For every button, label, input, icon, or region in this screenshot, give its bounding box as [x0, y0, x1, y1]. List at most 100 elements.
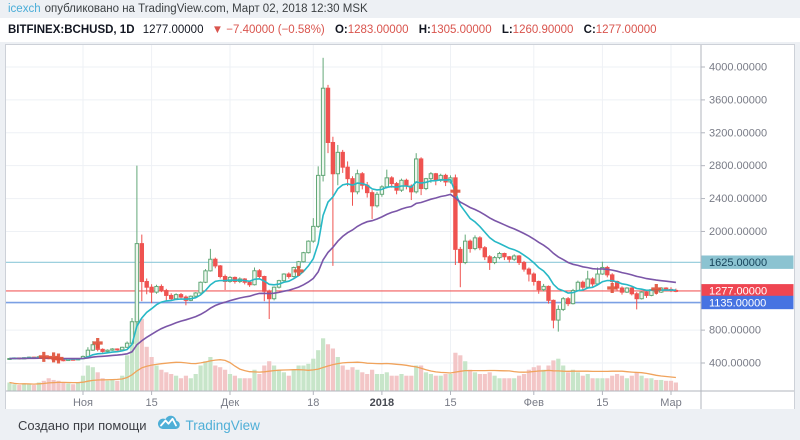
volume-bar	[12, 384, 17, 391]
candle	[281, 273, 287, 282]
symbol-name[interactable]: BITFINEX:BCHUSD, 1D	[8, 24, 135, 36]
candle	[418, 158, 424, 190]
volume-bar	[316, 350, 321, 391]
price-chart[interactable]: 400.00000 800.00000 2000.00000 2400.00000 28…	[6, 45, 794, 409]
candle	[85, 349, 91, 357]
candle	[120, 346, 125, 351]
volume-bar	[433, 375, 438, 391]
volume-bar	[570, 369, 576, 391]
volume-bar	[262, 365, 267, 391]
volume-bar	[321, 338, 326, 391]
candle	[340, 151, 345, 168]
published-text: опубликовано на TradingView.com, Март 02…	[44, 3, 368, 15]
volume-bar	[66, 383, 71, 391]
volume-bar	[443, 374, 448, 391]
volume-bar	[551, 360, 556, 391]
volume-bar	[178, 378, 184, 391]
candle	[477, 237, 483, 249]
volume-bar	[497, 378, 502, 391]
volume-bar	[463, 361, 468, 391]
volume-bar	[237, 378, 242, 391]
candle	[369, 192, 375, 207]
low-value: 1260.90000	[512, 24, 574, 36]
candle	[526, 268, 532, 275]
candle	[218, 265, 223, 278]
volume-bar	[139, 318, 144, 391]
volume-bar	[41, 380, 46, 391]
volume-bar	[360, 372, 365, 391]
plus-marker	[293, 265, 304, 276]
candle	[580, 281, 585, 288]
volume-bar	[575, 372, 580, 391]
close-value: 1277.00000	[595, 24, 657, 36]
volume-bar	[531, 367, 536, 391]
candle	[644, 291, 649, 296]
candle	[605, 266, 610, 276]
volume-bar	[659, 379, 664, 391]
high-label: H:	[418, 24, 431, 36]
candle	[173, 294, 179, 300]
volume-bar	[46, 378, 51, 391]
volume-bar	[164, 372, 169, 391]
price-pill-label: 1277.00000	[709, 286, 767, 298]
volume-bar	[517, 375, 522, 391]
candle	[595, 273, 600, 285]
volume-bar	[600, 378, 605, 391]
volume-bar	[438, 375, 443, 391]
volume-bar	[423, 372, 429, 391]
volume-bar	[610, 375, 615, 391]
created-with-text: Создано при помощи	[18, 417, 147, 433]
candle	[325, 87, 331, 143]
volume-bar	[330, 348, 335, 391]
volume-bar	[80, 375, 86, 391]
price-axis[interactable]: 400.00000 800.00000 2000.00000 2400.00000 28…	[6, 45, 794, 409]
tradingview-link[interactable]: TradingView	[185, 417, 260, 433]
candle	[335, 151, 341, 175]
x-axis-label: 15	[596, 397, 608, 409]
candle	[561, 298, 566, 310]
volume-bar	[556, 358, 561, 391]
volume-bar	[95, 372, 100, 391]
candle	[144, 281, 149, 288]
candle	[159, 285, 164, 292]
volume-bar	[31, 385, 37, 391]
candle	[360, 173, 365, 186]
candle	[600, 266, 605, 275]
volume-bar	[472, 372, 478, 391]
volume-bar	[595, 378, 600, 391]
volume-bar	[144, 346, 149, 391]
candle	[585, 278, 590, 288]
volume-bar	[673, 382, 678, 391]
volume-bar	[340, 365, 345, 391]
candle	[267, 290, 272, 300]
candle	[570, 289, 576, 305]
candle	[311, 225, 316, 242]
volume-bar	[521, 374, 527, 391]
volume-bar	[76, 382, 81, 391]
x-axis-label: Дек	[221, 397, 240, 409]
x-axis-label: 15	[444, 397, 456, 409]
volume-bar	[605, 378, 610, 391]
plus-marker	[651, 284, 662, 295]
volume-bar	[198, 365, 203, 391]
y-axis-label: 3600.00000	[709, 94, 767, 106]
volume-bar	[105, 380, 110, 391]
volume-bar	[541, 369, 546, 391]
candle	[521, 262, 527, 270]
chart-pane[interactable]: 400.00000 800.00000 2000.00000 2400.00000 28…	[5, 44, 795, 410]
volume-bar	[51, 379, 56, 391]
volume-bar	[536, 365, 541, 391]
author-link[interactable]: icexch	[8, 3, 41, 15]
tradingview-logo-icon[interactable]	[157, 415, 180, 435]
price-pill-label: 1625.00000	[709, 257, 767, 269]
volume-bar	[624, 378, 629, 391]
candle	[634, 293, 639, 300]
low-label: L:	[501, 24, 513, 36]
ma-overlays	[9, 178, 676, 360]
candle	[90, 344, 95, 351]
volume-bar	[129, 329, 135, 391]
volume-bar	[125, 355, 130, 391]
volume-bar	[561, 365, 566, 391]
candle	[115, 348, 120, 351]
volume-bar	[634, 372, 639, 391]
